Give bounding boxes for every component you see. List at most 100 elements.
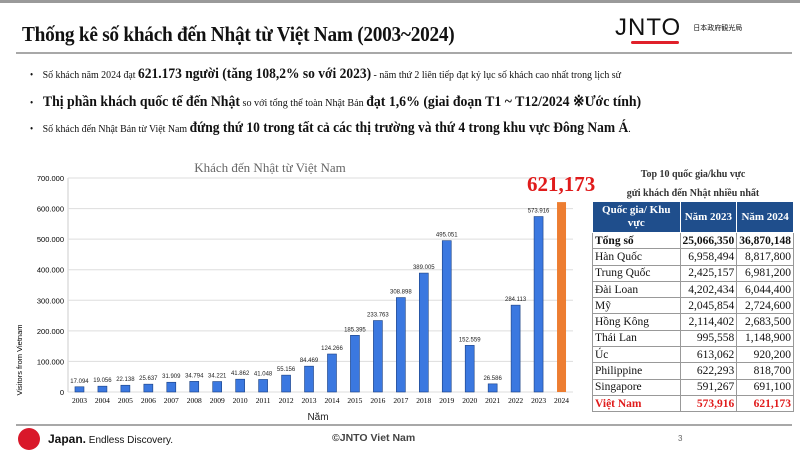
- text-bold: Thị phần khách quốc tế đến Nhật: [42, 94, 240, 110]
- table-cell: 622,293: [679, 362, 738, 380]
- table-cell: Thái Lan: [592, 329, 681, 348]
- y-tick-label: 200.000: [37, 327, 64, 336]
- table-row: Philippine 622,293 818,700: [592, 362, 794, 380]
- data-label: 233.763: [367, 313, 389, 319]
- table-cell: Việt Nam: [592, 394, 681, 413]
- bullet-1: • Số khách năm 2024 đạt 621.173 người (tă…: [30, 66, 622, 82]
- chart-title: Khách đến Nhật từ Việt Nam: [194, 160, 346, 175]
- table-cell: 613,062: [679, 346, 738, 364]
- bar-2010: [235, 378, 245, 393]
- bar-2005: [120, 384, 131, 393]
- x-tick-label: 2013: [302, 396, 317, 405]
- data-label: 495.051: [436, 233, 458, 239]
- table-cell: 691,100: [736, 378, 794, 396]
- bar-2016: [373, 320, 383, 393]
- table-row: Thái Lan 995,558 1,148,900: [592, 329, 794, 348]
- x-tick-label: 2003: [72, 396, 87, 405]
- data-label: 185.395: [344, 327, 366, 333]
- table-cell: 995,558: [679, 329, 738, 348]
- table-cell: 8,817,800: [736, 248, 794, 266]
- footer-divider: [16, 424, 792, 426]
- table-row: Hồng Kông 2,114,402 2,683,500: [592, 313, 794, 331]
- x-tick-label: 2006: [141, 396, 156, 405]
- table-cell: Đài Loan: [592, 280, 681, 299]
- table-row: Tổng số 25,066,350 36,870,148: [592, 231, 794, 250]
- data-label: 389.005: [413, 265, 435, 271]
- y-tick-label: 500.000: [37, 235, 64, 244]
- bar-2009: [212, 381, 223, 393]
- bar-2013: [304, 365, 314, 393]
- brand: Japan.: [48, 432, 87, 446]
- y-tick-label: 100.000: [37, 357, 64, 366]
- data-label: 152.559: [459, 337, 481, 343]
- table-cell: Úc: [592, 346, 681, 364]
- bar-2003: [74, 386, 85, 393]
- data-label: 31.909: [162, 374, 181, 380]
- bullet-2: • Thị phần khách quốc tế đến Nhật so với …: [30, 94, 642, 110]
- table-cell: 2,114,402: [679, 313, 738, 331]
- bar-2024: [557, 202, 567, 392]
- text-bold: đạt 1,6% (giai đoạn T1 ~ T12/2024 ※Ước t…: [366, 94, 642, 110]
- table-cell: Trung Quốc: [592, 264, 681, 282]
- text: Số khách năm 2024 đạt: [42, 69, 139, 81]
- table-cell: 1,148,900: [736, 329, 794, 348]
- bar-2014: [327, 353, 337, 393]
- page-title: Thống kê số khách đến Nhật từ Việt Nam (…: [22, 22, 455, 46]
- table-title: Top 10 quốc gia/khu vực gửi khách đến Nhậ…: [592, 165, 794, 203]
- data-label: 41.862: [231, 371, 250, 377]
- bar-2008: [189, 381, 200, 393]
- bar-2023: [533, 216, 544, 393]
- table-title-line: gửi khách đến Nhật nhiều nhất: [626, 188, 760, 199]
- top10-table: Quốc gia/ Khu vực Năm 2023 Năm 2024 Tổng…: [592, 201, 794, 413]
- y-tick-label: 400.000: [37, 266, 64, 275]
- x-tick-label: 2017: [393, 396, 408, 405]
- table-cell: 4,202,434: [679, 280, 738, 299]
- data-label: 573.916: [528, 209, 550, 215]
- bar-2006: [143, 383, 154, 393]
- x-tick-label: 2024: [554, 396, 569, 405]
- data-label: 17.094: [70, 379, 89, 385]
- x-tick-label: 2010: [233, 396, 248, 405]
- y-tick-label: 700.000: [37, 174, 64, 183]
- table-row: Hàn Quốc 6,958,494 8,817,800: [592, 248, 794, 266]
- x-tick-label: 2005: [118, 396, 133, 405]
- text: - năm thứ 2 liên tiếp đạt kỷ lục số khác…: [371, 69, 622, 81]
- x-tick-label: 2004: [95, 396, 110, 405]
- data-label: 22.138: [116, 377, 135, 383]
- bar-2020: [464, 345, 475, 393]
- table-cell: Singapore: [592, 378, 681, 396]
- x-tick-label: 2019: [439, 396, 454, 405]
- col-header: Quốc gia/ Khu vực: [592, 201, 681, 233]
- data-label: 26.586: [483, 376, 502, 382]
- y-tick-label: 300.000: [37, 296, 64, 305]
- logo-japanese: 日本政府観光局: [693, 24, 743, 32]
- table-cell: Tổng số: [592, 231, 681, 250]
- data-label: 19.056: [93, 378, 112, 384]
- footer-brand: Japan. Endless Discovery.: [48, 432, 173, 446]
- table-cell: Hồng Kông: [592, 313, 681, 331]
- logo-mark: JNTO: [615, 14, 682, 44]
- x-tick-label: 2014: [324, 396, 339, 405]
- x-tick-label: 2016: [370, 396, 385, 405]
- table-row: Singapore 591,267 691,100: [592, 378, 794, 396]
- text: Số khách đến Nhật Bản từ Việt Nam: [42, 123, 190, 135]
- copyright: ©JNTO Viet Nam: [332, 432, 416, 444]
- x-tick-label: 2007: [164, 396, 179, 405]
- page-number: 3: [678, 434, 683, 443]
- divider: [16, 52, 792, 54]
- bar-2004: [97, 385, 108, 393]
- table-cell: 6,958,494: [679, 248, 738, 266]
- x-tick-label: 2011: [256, 396, 271, 405]
- text: so với tổng thể toàn Nhật Bản: [239, 97, 367, 109]
- data-label: 308.898: [390, 290, 412, 296]
- bar-2007: [166, 381, 177, 393]
- bar-2022: [510, 304, 521, 393]
- top-bar: [0, 0, 800, 3]
- x-tick-label: 2015: [347, 396, 362, 405]
- table-cell: 2,045,854: [679, 297, 738, 315]
- data-label: 41.048: [254, 371, 273, 377]
- bar-2021: [487, 383, 498, 393]
- y-tick-label: 0: [60, 388, 64, 397]
- table-cell: 920,200: [736, 346, 794, 364]
- table-cell: 818,700: [736, 362, 794, 380]
